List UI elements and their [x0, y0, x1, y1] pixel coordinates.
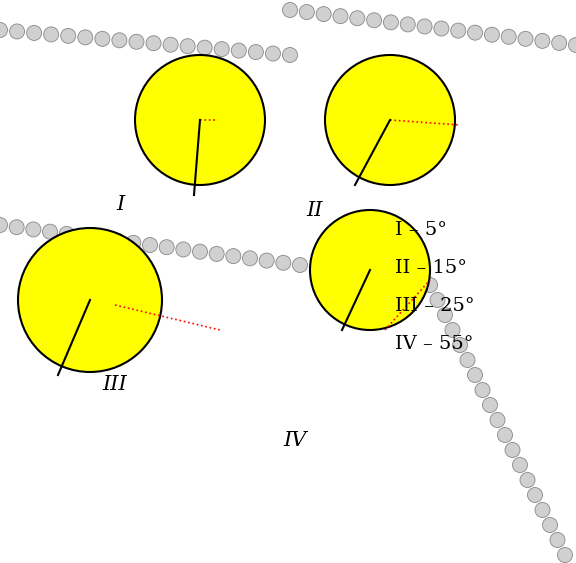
Circle shape [180, 39, 195, 53]
Circle shape [232, 43, 247, 58]
Circle shape [276, 255, 291, 270]
Circle shape [26, 25, 41, 41]
Circle shape [490, 413, 505, 427]
Circle shape [325, 55, 455, 185]
Circle shape [266, 46, 281, 61]
Circle shape [535, 503, 550, 517]
Circle shape [126, 235, 141, 251]
Circle shape [498, 427, 513, 443]
Circle shape [10, 24, 25, 39]
Circle shape [513, 458, 528, 472]
Circle shape [310, 210, 430, 330]
Circle shape [423, 278, 438, 293]
Circle shape [78, 30, 93, 45]
Circle shape [366, 13, 382, 28]
Circle shape [484, 27, 499, 42]
Text: IV – 55°: IV – 55° [395, 335, 473, 353]
Circle shape [460, 352, 475, 368]
Circle shape [552, 35, 567, 51]
Circle shape [483, 397, 498, 413]
Circle shape [259, 253, 274, 268]
Circle shape [384, 15, 399, 30]
Circle shape [282, 47, 297, 62]
Circle shape [209, 247, 224, 261]
Circle shape [543, 517, 558, 533]
Circle shape [468, 25, 483, 40]
Circle shape [109, 233, 124, 248]
Circle shape [501, 29, 516, 44]
Circle shape [214, 42, 229, 57]
Circle shape [0, 23, 7, 38]
Circle shape [242, 251, 257, 266]
Circle shape [468, 368, 483, 382]
Circle shape [76, 229, 91, 244]
Circle shape [44, 27, 59, 42]
Circle shape [438, 307, 453, 323]
Circle shape [159, 240, 174, 254]
Circle shape [26, 222, 41, 237]
Circle shape [9, 220, 24, 235]
Text: I: I [116, 195, 124, 215]
Circle shape [192, 244, 207, 259]
Text: III: III [103, 376, 127, 395]
Text: I – 5°: I – 5° [395, 221, 447, 239]
Circle shape [293, 257, 308, 272]
Circle shape [535, 33, 550, 48]
Circle shape [400, 17, 415, 32]
Circle shape [430, 293, 445, 307]
Circle shape [451, 23, 466, 38]
Circle shape [142, 238, 157, 252]
Circle shape [528, 488, 543, 503]
Circle shape [445, 323, 460, 337]
Text: IV: IV [283, 431, 306, 449]
Circle shape [95, 32, 110, 46]
Circle shape [434, 21, 449, 36]
Circle shape [558, 547, 573, 562]
Circle shape [129, 34, 144, 50]
Circle shape [0, 217, 7, 233]
Circle shape [176, 242, 191, 257]
Circle shape [43, 224, 58, 239]
Circle shape [475, 382, 490, 397]
Circle shape [316, 7, 331, 21]
Text: III – 25°: III – 25° [395, 297, 475, 315]
Circle shape [505, 443, 520, 458]
Circle shape [453, 337, 468, 352]
Circle shape [112, 33, 127, 48]
Circle shape [59, 226, 74, 242]
Circle shape [248, 44, 263, 60]
Circle shape [350, 11, 365, 26]
Circle shape [135, 55, 265, 185]
Circle shape [550, 533, 565, 547]
Circle shape [300, 5, 314, 20]
Circle shape [93, 231, 108, 246]
Circle shape [417, 19, 432, 34]
Circle shape [197, 40, 212, 55]
Circle shape [569, 38, 576, 52]
Text: II: II [307, 200, 323, 220]
Circle shape [163, 37, 178, 52]
Circle shape [282, 2, 297, 17]
Text: II – 15°: II – 15° [395, 259, 467, 277]
Circle shape [520, 472, 535, 488]
Circle shape [226, 249, 241, 263]
Circle shape [60, 28, 75, 43]
Circle shape [18, 228, 162, 372]
Circle shape [518, 32, 533, 46]
Circle shape [146, 35, 161, 51]
Circle shape [333, 8, 348, 24]
